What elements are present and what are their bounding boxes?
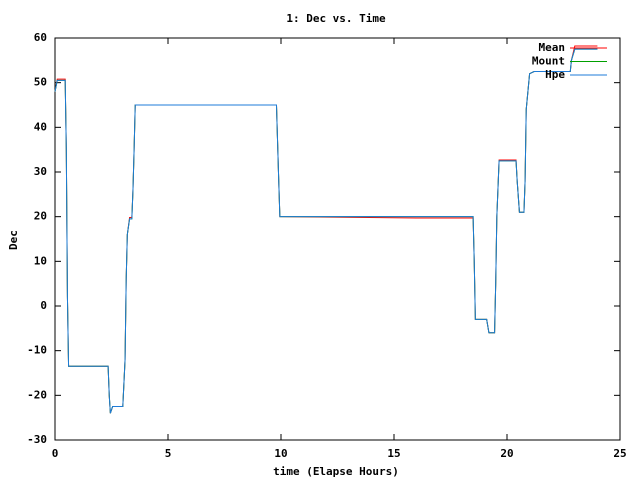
- y-tick-label: -20: [27, 388, 47, 401]
- y-axis-label: Dec: [7, 230, 20, 250]
- series-line: [54, 48, 598, 414]
- x-tick-label: 15: [387, 447, 400, 460]
- y-tick-label: 40: [34, 120, 47, 133]
- y-tick-label: 50: [34, 76, 47, 89]
- y-tick-label: 30: [34, 165, 47, 178]
- y-tick-label: 20: [34, 210, 47, 223]
- legend-label: Hpe: [545, 68, 565, 81]
- x-tick-label: 0: [52, 447, 59, 460]
- x-axis-label: time (Elapse Hours): [273, 465, 399, 478]
- plot-border: [54, 37, 621, 441]
- chart-title: 1: Dec vs. Time: [286, 12, 386, 25]
- y-tick-label: -30: [27, 433, 47, 446]
- y-tick-label: -10: [27, 344, 47, 357]
- x-tick-label: 5: [165, 447, 172, 460]
- y-tick-label: 10: [34, 254, 47, 267]
- x-tick-label: 20: [500, 447, 513, 460]
- y-tick-label: 60: [34, 31, 47, 44]
- legend-label: Mean: [539, 41, 566, 54]
- x-tick-label: 10: [274, 447, 287, 460]
- legend-label: Mount: [532, 55, 565, 68]
- y-tick-label: 0: [40, 299, 47, 312]
- x-tick-label: 25: [613, 447, 626, 460]
